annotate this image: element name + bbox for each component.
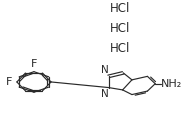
Text: HCl: HCl (110, 2, 130, 15)
Text: NH₂: NH₂ (161, 79, 182, 89)
Text: N: N (101, 89, 109, 99)
Text: N: N (101, 65, 109, 75)
Text: HCl: HCl (110, 42, 130, 55)
Text: HCl: HCl (110, 22, 130, 35)
Text: F: F (31, 59, 37, 69)
Text: F: F (6, 77, 12, 87)
